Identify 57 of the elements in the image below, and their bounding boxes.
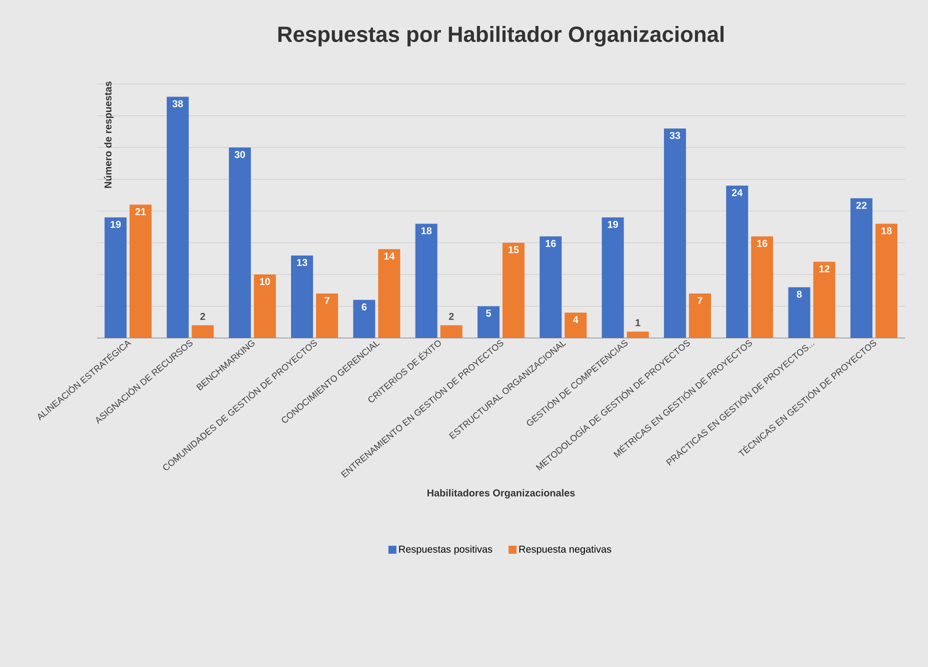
bar	[254, 274, 276, 338]
data-label: 18	[421, 227, 432, 234]
data-label: 38	[172, 100, 183, 108]
bar	[540, 236, 562, 338]
data-label: 19	[608, 220, 618, 228]
bar	[192, 325, 214, 338]
data-label: 33	[670, 132, 680, 140]
bar	[602, 217, 624, 338]
bar	[478, 306, 500, 338]
bar	[751, 236, 774, 338]
bar	[228, 148, 251, 338]
data-label: 21	[135, 208, 146, 216]
data-label: 13	[297, 258, 308, 266]
bar	[353, 300, 376, 338]
bar	[626, 332, 649, 338]
data-label: 2	[448, 312, 454, 320]
data-label: 18	[882, 227, 892, 234]
bar	[788, 287, 810, 338]
bar	[664, 128, 686, 338]
data-label: 10	[260, 278, 270, 286]
bar	[291, 255, 314, 338]
legend-label: Respuestas positivas	[399, 545, 492, 555]
data-label: 7	[324, 297, 330, 304]
data-label: 22	[856, 202, 867, 209]
data-label: 24	[732, 189, 743, 196]
data-label: 1	[636, 319, 640, 326]
chart-title: Respuestas por Habilitador Organizacional	[278, 26, 724, 46]
bar	[130, 204, 152, 338]
legend-label: Respuesta negativas	[519, 545, 612, 555]
y-axis-title: Número de respuestas	[104, 82, 114, 188]
bar	[688, 294, 711, 338]
bar	[104, 217, 127, 338]
data-label: 15	[508, 246, 519, 254]
data-label: 12	[819, 265, 830, 272]
data-label: 19	[110, 220, 121, 228]
bar	[166, 96, 189, 338]
bar	[440, 325, 462, 338]
bar	[850, 198, 872, 338]
bar	[316, 294, 338, 338]
bar	[502, 242, 525, 338]
bar	[726, 186, 748, 338]
data-label: 5	[486, 310, 491, 317]
data-label: 6	[362, 303, 367, 310]
x-axis-title: Habilitadores Organizacionales	[427, 489, 575, 498]
bar	[813, 262, 836, 338]
data-label: 16	[757, 240, 768, 247]
bar	[564, 312, 587, 338]
data-label: 14	[384, 252, 395, 260]
data-label: 2	[200, 312, 206, 320]
bar	[415, 224, 438, 338]
bar	[378, 249, 400, 338]
data-label: 7	[698, 297, 702, 304]
data-label: 16	[546, 240, 556, 247]
bar	[875, 224, 898, 338]
data-label: 8	[796, 290, 802, 298]
data-label: 4	[573, 316, 578, 323]
data-label: 30	[234, 151, 246, 158]
